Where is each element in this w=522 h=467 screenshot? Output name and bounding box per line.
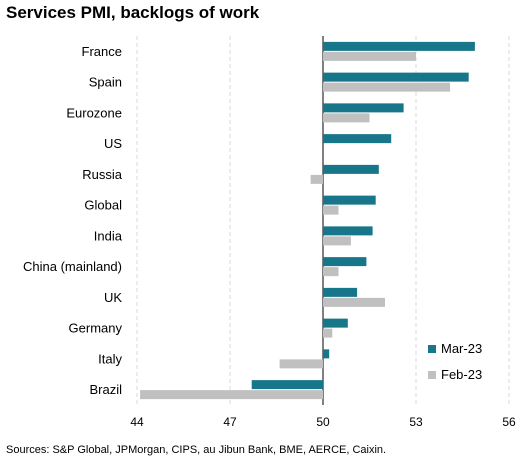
bar-feb-23 bbox=[323, 328, 333, 338]
chart-title: Services PMI, backlogs of work bbox=[6, 3, 260, 22]
bar-mar-23 bbox=[323, 195, 376, 205]
category-label: China (mainland) bbox=[23, 259, 122, 274]
bar-mar-23 bbox=[323, 349, 330, 359]
legend: Mar-23 Feb-23 bbox=[428, 341, 482, 382]
bar-feb-23 bbox=[323, 236, 351, 246]
category-label: Spain bbox=[89, 75, 122, 90]
bar-mar-23 bbox=[251, 380, 323, 390]
category-label: UK bbox=[104, 290, 122, 305]
category-label: Eurozone bbox=[66, 105, 122, 120]
legend-swatch bbox=[428, 345, 436, 353]
x-tick-label: 50 bbox=[316, 415, 330, 429]
source-note: Sources: S&P Global, JPMorgan, CIPS, au … bbox=[6, 444, 387, 456]
bar-mar-23 bbox=[323, 287, 358, 297]
bar-feb-23 bbox=[323, 82, 451, 92]
category-labels: France Spain Eurozone US Russia Global India Ch… bbox=[23, 44, 123, 397]
x-tick-label: 47 bbox=[223, 415, 237, 429]
category-label: Italy bbox=[98, 351, 122, 366]
bar-mar-23 bbox=[323, 134, 392, 144]
category-label: US bbox=[104, 136, 122, 151]
category-label: India bbox=[94, 228, 123, 243]
bar-feb-23 bbox=[323, 267, 339, 277]
bar-feb-23 bbox=[140, 390, 323, 400]
bar-mar-23 bbox=[323, 72, 469, 82]
category-label: France bbox=[82, 44, 122, 59]
bar-mar-23 bbox=[323, 257, 367, 267]
bar-feb-23 bbox=[310, 174, 323, 184]
bar-feb-23 bbox=[323, 297, 385, 307]
bar-mar-23 bbox=[323, 41, 475, 51]
bar-feb-23 bbox=[323, 205, 339, 215]
bars bbox=[140, 41, 475, 400]
legend-label: Feb-23 bbox=[441, 367, 482, 382]
bar-mar-23 bbox=[323, 103, 404, 113]
x-tick-labels: 44 47 50 53 56 bbox=[130, 415, 516, 429]
x-tick-label: 56 bbox=[502, 415, 516, 429]
bar-mar-23 bbox=[323, 226, 373, 236]
category-label: Brazil bbox=[89, 382, 122, 397]
bar-feb-23 bbox=[323, 113, 370, 123]
legend-label: Mar-23 bbox=[441, 341, 482, 356]
category-label: Russia bbox=[82, 167, 123, 182]
bar-mar-23 bbox=[323, 164, 379, 174]
bar-feb-23 bbox=[279, 359, 323, 369]
category-label: Germany bbox=[69, 321, 123, 336]
legend-swatch bbox=[428, 371, 436, 379]
grid-lines bbox=[136, 36, 510, 405]
x-tick-label: 44 bbox=[130, 415, 144, 429]
bar-mar-23 bbox=[323, 318, 348, 328]
category-label: Global bbox=[84, 198, 122, 213]
x-tick-label: 53 bbox=[409, 415, 423, 429]
bar-feb-23 bbox=[323, 51, 416, 61]
